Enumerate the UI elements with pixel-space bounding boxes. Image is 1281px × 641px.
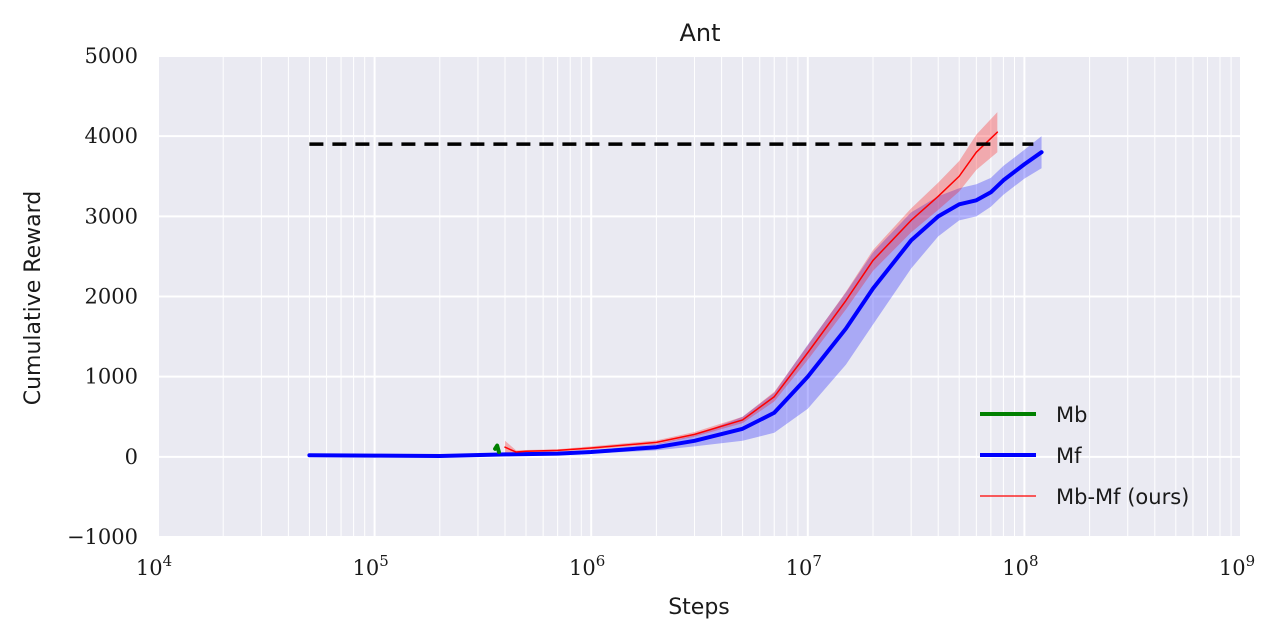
y-tick-label: 2000 (85, 285, 138, 309)
series-line-mb (493, 443, 501, 455)
y-tick-label: −1000 (67, 525, 138, 549)
y-tick-label: 4000 (85, 124, 138, 148)
y-tick-label: 0 (125, 445, 138, 469)
legend-label-mb: Mb (1056, 403, 1087, 427)
legend: Mb Mf Mb-Mf (ours) (980, 403, 1189, 509)
x-axis-title: Steps (668, 595, 730, 620)
x-tick-labels: 104 105 106 107 108 109 (136, 552, 1255, 580)
legend-label-mb-mf: Mb-Mf (ours) (1056, 485, 1189, 509)
x-tick-label: 105 (352, 552, 388, 580)
chart-title: Ant (679, 19, 720, 47)
legend-label-mf: Mf (1056, 444, 1082, 468)
x-tick-label: 109 (1219, 552, 1255, 580)
series-line-mb-mf (504, 131, 999, 453)
y-tick-labels: 5000 4000 3000 2000 1000 0 −1000 (67, 44, 138, 549)
y-tick-label: 1000 (85, 365, 138, 389)
y-axis-title: Cumulative Reward (21, 191, 46, 406)
y-tick-label: 3000 (85, 204, 138, 228)
x-tick-label: 104 (136, 552, 172, 580)
series-line-mf (307, 150, 1044, 459)
series-lines (307, 131, 1044, 459)
y-tick-label: 5000 (85, 44, 138, 68)
x-tick-label: 107 (786, 552, 822, 580)
x-tick-label: 106 (569, 552, 605, 580)
x-tick-label: 108 (1002, 552, 1038, 580)
